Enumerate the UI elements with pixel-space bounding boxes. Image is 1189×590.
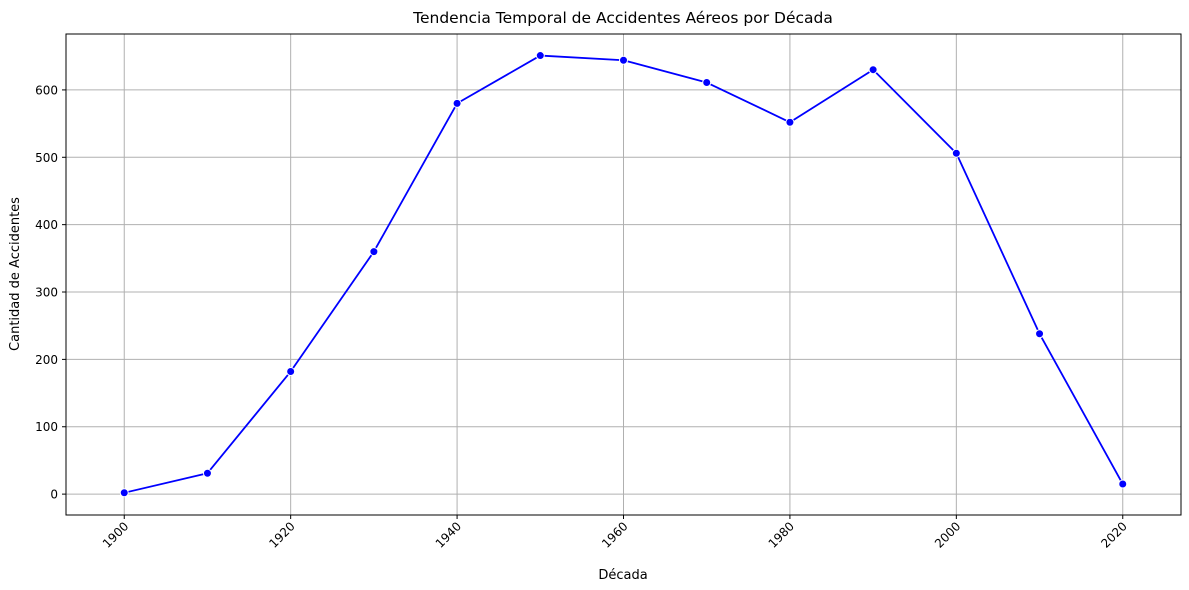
data-point (452, 98, 462, 108)
y-tick-label: 200 (35, 353, 58, 367)
x-tick-label: 1920 (266, 519, 297, 550)
x-axis-ticks: 1900 1920 1940 1960 1980 2000 2020 (100, 515, 1130, 551)
data-point (785, 117, 795, 127)
y-tick-label: 500 (35, 151, 58, 165)
series-layer (119, 51, 1128, 498)
data-point (286, 367, 296, 377)
data-point (535, 51, 545, 61)
grid (66, 34, 1181, 515)
y-axis-label: Cantidad de Accidentes (8, 197, 23, 351)
y-tick-label: 0 (50, 488, 58, 502)
data-point (1118, 479, 1128, 489)
x-tick-label: 1980 (766, 519, 797, 550)
data-point (119, 488, 129, 498)
data-point (951, 148, 961, 158)
y-tick-label: 100 (35, 420, 58, 434)
data-point (868, 65, 878, 75)
x-tick-label: 1900 (100, 519, 131, 550)
data-point (619, 55, 628, 65)
x-axis-label: Década (598, 568, 647, 583)
y-tick-label: 600 (35, 83, 58, 97)
y-tick-label: 300 (35, 286, 58, 300)
y-tick-label: 400 (35, 218, 58, 232)
chart-title: Tendencia Temporal de Accidentes Aéreos … (412, 9, 833, 27)
data-point (202, 468, 212, 478)
x-tick-label: 1940 (433, 519, 464, 550)
y-axis-ticks: 0 100 200 300 400 500 600 (35, 83, 66, 502)
x-tick-label: 2020 (1098, 519, 1129, 550)
data-point (1035, 329, 1045, 339)
x-tick-label: 1960 (599, 519, 630, 550)
data-point (702, 78, 712, 88)
data-point (369, 247, 379, 257)
x-tick-label: 2000 (932, 519, 963, 550)
